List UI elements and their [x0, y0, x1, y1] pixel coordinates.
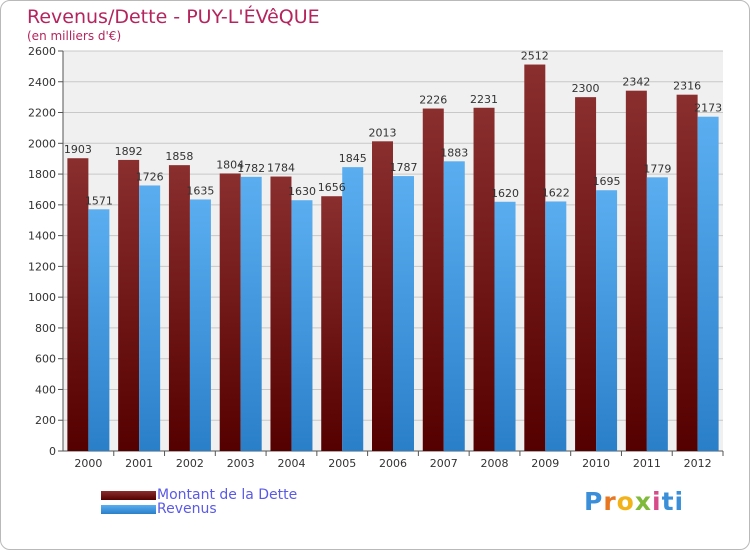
bar-debt: [372, 141, 393, 452]
y-tick-label: 2200: [28, 107, 56, 120]
x-tick-label: 2011: [633, 457, 661, 470]
x-tick-label: 2006: [379, 457, 407, 470]
x-tick-label: 2010: [582, 457, 610, 470]
proxiti-logo: Proxiti: [584, 487, 685, 516]
value-label-revenue: 1782: [237, 162, 265, 175]
bar-debt: [118, 159, 140, 451]
value-label-revenue: 1883: [440, 146, 468, 159]
y-tick-label: 2600: [28, 45, 56, 58]
value-label-debt: 2226: [419, 94, 447, 107]
x-tick-label: 2005: [328, 457, 356, 470]
bar-debt: [321, 196, 343, 451]
x-tick-label: 2008: [481, 457, 509, 470]
x-tick-label: 2009: [531, 457, 559, 470]
bar-revenue: [189, 199, 211, 451]
y-tick-label: 400: [35, 383, 56, 396]
y-tick-label: 1800: [28, 168, 56, 181]
bar-debt: [625, 90, 647, 451]
x-tick-label: 2000: [74, 457, 102, 470]
bar-debt: [422, 108, 444, 452]
bar-revenue: [393, 176, 414, 452]
value-label-debt: 2512: [521, 50, 549, 63]
bar-revenue: [139, 185, 161, 451]
value-label-revenue: 1695: [593, 175, 621, 188]
value-label-revenue: 1630: [288, 185, 316, 198]
y-tick-label: 1200: [28, 260, 56, 273]
legend-label-debt: Montant de la Dette: [157, 487, 298, 503]
bar-revenue: [291, 200, 313, 451]
value-label-debt: 1858: [165, 150, 193, 163]
x-tick-label: 2007: [430, 457, 458, 470]
bar-revenue: [494, 201, 516, 451]
value-label-debt: 2300: [572, 82, 600, 95]
x-tick-label: 2012: [684, 457, 712, 470]
legend-item-revenue: Revenus: [101, 501, 217, 517]
x-tick-label: 2002: [176, 457, 204, 470]
value-label-revenue: 1787: [390, 161, 418, 174]
value-label-revenue: 1571: [85, 194, 113, 207]
value-label-debt: 2342: [622, 76, 650, 89]
bar-revenue: [240, 176, 262, 451]
bar-revenue: [596, 190, 618, 451]
bar-debt: [676, 94, 698, 451]
y-tick-label: 1600: [28, 199, 56, 212]
legend-item-debt: Montant de la Dette: [101, 487, 297, 503]
bar-revenue: [545, 201, 567, 451]
value-label-debt: 1903: [64, 143, 92, 156]
chart-subtitle: (en milliers d'€): [27, 29, 122, 43]
bar-debt: [168, 165, 190, 451]
bar-revenue: [443, 161, 465, 452]
x-tick-label: 2003: [227, 457, 255, 470]
bar-revenue: [88, 209, 110, 451]
value-label-debt: 1804: [216, 158, 244, 171]
legend-swatch-debt: [101, 490, 156, 500]
value-label-debt: 2231: [470, 93, 498, 106]
bar-debt: [524, 64, 546, 452]
y-tick-label: 600: [35, 353, 56, 366]
bar-debt: [575, 97, 597, 452]
y-tick-label: 1000: [28, 291, 56, 304]
y-tick-label: 2000: [28, 137, 56, 150]
bar-debt: [473, 107, 495, 452]
bar-debt: [270, 176, 292, 452]
value-label-debt: 1656: [318, 181, 346, 194]
x-tick-label: 2001: [125, 457, 153, 470]
legend-label-revenue: Revenus: [157, 501, 217, 517]
value-label-revenue: 1845: [339, 152, 367, 165]
bar-revenue: [646, 177, 668, 452]
y-tick-label: 1400: [28, 230, 56, 243]
value-label-debt: 2316: [673, 80, 701, 93]
bar-revenue: [697, 116, 719, 451]
value-label-revenue: 1635: [186, 184, 214, 197]
value-label-debt: 1784: [267, 162, 295, 175]
y-tick-label: 800: [35, 322, 56, 335]
y-tick-label: 2400: [28, 76, 56, 89]
value-label-debt: 2013: [369, 126, 397, 139]
legend-swatch-revenue: [101, 504, 156, 514]
value-label-revenue: 1779: [643, 162, 671, 175]
chart-title: Revenus/Dette - PUY-L'ÉVêQUE: [27, 6, 320, 28]
bar-debt: [67, 158, 89, 451]
y-tick-label: 200: [35, 414, 56, 427]
value-label-revenue: 1620: [491, 187, 519, 200]
bar-debt: [219, 173, 241, 451]
value-label-revenue: 1622: [542, 186, 570, 199]
y-tick-label: 0: [49, 445, 56, 458]
value-label-debt: 1892: [115, 145, 143, 158]
bar-revenue: [342, 167, 364, 451]
x-tick-label: 2004: [277, 457, 305, 470]
value-label-revenue: 1726: [136, 170, 164, 183]
value-label-revenue: 2173: [694, 102, 722, 115]
